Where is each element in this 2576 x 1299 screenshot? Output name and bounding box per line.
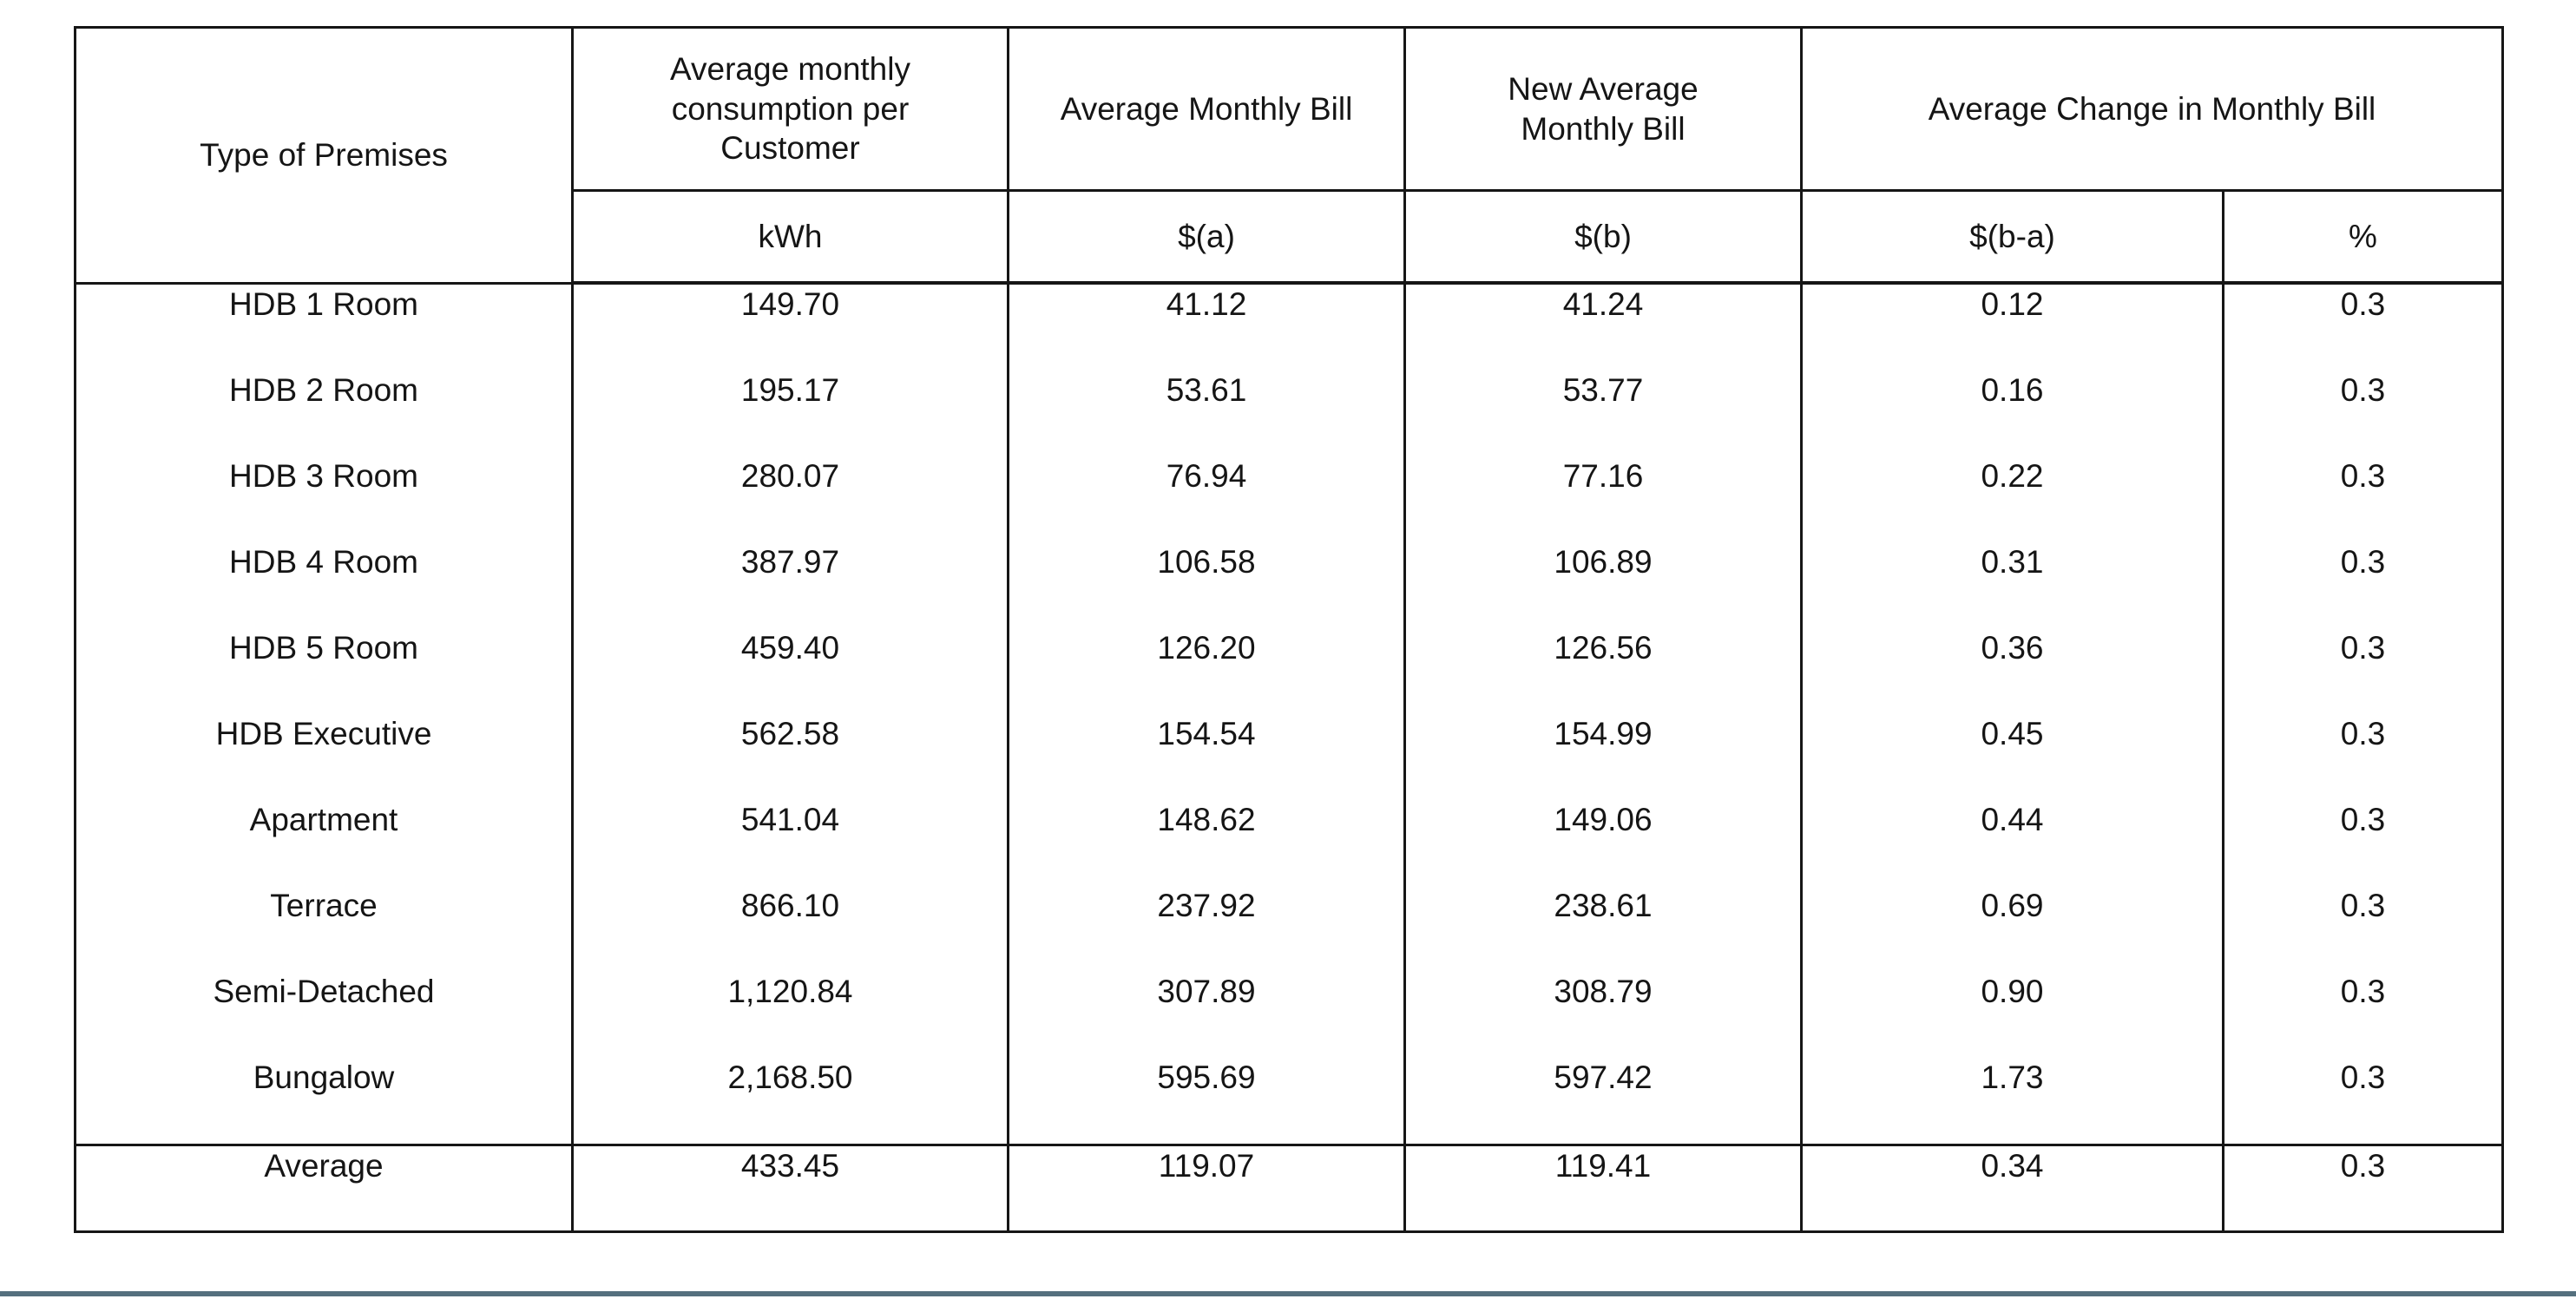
- cell-kwh: 1,120.84: [571, 972, 1009, 1058]
- cell-change-amount: 0.36: [1800, 628, 2224, 714]
- average-row: Average 433.45 119.07 119.41 0.34 0.3: [74, 1144, 2504, 1232]
- cell-bill-b: 308.79: [1403, 972, 1803, 1058]
- header-consumption-label: Average monthly consumption per Customer: [670, 50, 910, 167]
- unit-dollar-b: $(b): [1403, 190, 1803, 285]
- cell-change-amount: 0.16: [1800, 371, 2224, 456]
- cell-change-amount: 0.22: [1800, 456, 2224, 542]
- header-avg-monthly-bill-label: Average Monthly Bill: [1060, 90, 1353, 127]
- cell-change-amount: 0.69: [1800, 886, 2224, 972]
- cell-premises: HDB Executive: [74, 714, 574, 800]
- header-type-of-premises-label: Type of Premises: [200, 136, 448, 173]
- table-header-row-1: Type of Premises Average monthly consump…: [74, 27, 2504, 285]
- header-avg-monthly-bill: Average Monthly Bill: [1007, 27, 1406, 192]
- cell-premises: Semi-Detached: [74, 972, 574, 1058]
- cell-change-amount: 0.12: [1800, 283, 2224, 371]
- cell-kwh: 562.58: [571, 714, 1009, 800]
- cell-change-amount: 0.45: [1800, 714, 2224, 800]
- cell-kwh: 541.04: [571, 800, 1009, 886]
- cell-bill-a: 119.07: [1007, 1144, 1406, 1232]
- cell-bill-b: 149.06: [1403, 800, 1803, 886]
- cell-kwh: 280.07: [571, 456, 1009, 542]
- header-avg-change-label: Average Change in Monthly Bill: [1928, 90, 2376, 127]
- cell-bill-b: 119.41: [1403, 1144, 1803, 1232]
- cell-change-percent: 0.3: [2222, 714, 2504, 800]
- page-bottom-rule: [0, 1291, 2576, 1296]
- cell-premises: HDB 1 Room: [74, 283, 574, 371]
- table-row: Bungalow 2,168.50 595.69 597.42 1.73 0.3: [74, 1058, 2504, 1145]
- cell-bill-a: 53.61: [1007, 371, 1406, 456]
- cell-change-amount: 0.31: [1800, 542, 2224, 628]
- cell-bill-b: 53.77: [1403, 371, 1803, 456]
- table-row: HDB 2 Room 195.17 53.61 53.77 0.16 0.3: [74, 371, 2504, 456]
- cell-bill-a: 41.12: [1007, 283, 1406, 371]
- unit-percent: %: [2222, 190, 2504, 285]
- cell-bill-b: 597.42: [1403, 1058, 1803, 1145]
- table-header-row-2: kWh $(a) $(b) $(b-a) %: [76, 190, 2504, 285]
- header-new-avg-monthly-bill-label: New Average Monthly Bill: [1508, 70, 1699, 147]
- cell-bill-a: 154.54: [1007, 714, 1406, 800]
- cell-premises: HDB 5 Room: [74, 628, 574, 714]
- unit-dollar-b-minus-a: $(b-a): [1800, 190, 2224, 285]
- cell-premises: HDB 4 Room: [74, 542, 574, 628]
- cell-bill-a: 237.92: [1007, 886, 1406, 972]
- cell-kwh: 387.97: [571, 542, 1009, 628]
- cell-bill-b: 106.89: [1403, 542, 1803, 628]
- cell-change-percent: 0.3: [2222, 456, 2504, 542]
- cell-bill-a: 126.20: [1007, 628, 1406, 714]
- cell-bill-b: 77.16: [1403, 456, 1803, 542]
- cell-bill-b: 154.99: [1403, 714, 1803, 800]
- cell-change-amount: 1.73: [1800, 1058, 2224, 1145]
- cell-change-percent: 0.3: [2222, 800, 2504, 886]
- cell-change-percent: 0.3: [2222, 886, 2504, 972]
- cell-bill-a: 307.89: [1007, 972, 1406, 1058]
- tariff-table-container: Type of Premises Average monthly consump…: [74, 26, 2504, 1233]
- cell-premises: HDB 2 Room: [74, 371, 574, 456]
- cell-kwh: 433.45: [571, 1144, 1009, 1232]
- table-row: Apartment 541.04 148.62 149.06 0.44 0.3: [74, 800, 2504, 886]
- table-row: HDB 1 Room 149.70 41.12 41.24 0.12 0.3: [74, 283, 2504, 371]
- cell-kwh: 866.10: [571, 886, 1009, 972]
- cell-bill-a: 595.69: [1007, 1058, 1406, 1145]
- header-consumption: Average monthly consumption per Customer: [571, 27, 1009, 192]
- cell-premises: Terrace: [74, 886, 574, 972]
- cell-premises: Bungalow: [74, 1058, 574, 1145]
- cell-change-amount: 0.44: [1800, 800, 2224, 886]
- unit-kwh: kWh: [571, 190, 1009, 285]
- cell-kwh: 195.17: [571, 371, 1009, 456]
- cell-bill-b: 126.56: [1403, 628, 1803, 714]
- cell-bill-b: 41.24: [1403, 283, 1803, 371]
- header-type-of-premises: Type of Premises: [74, 27, 574, 285]
- cell-premises: Apartment: [74, 800, 574, 886]
- cell-change-percent: 0.3: [2222, 283, 2504, 371]
- cell-change-percent: 0.3: [2222, 542, 2504, 628]
- cell-premises: Average: [74, 1144, 574, 1232]
- table-row: HDB 5 Room 459.40 126.20 126.56 0.36 0.3: [74, 628, 2504, 714]
- cell-premises: HDB 3 Room: [74, 456, 574, 542]
- table-row: HDB 3 Room 280.07 76.94 77.16 0.22 0.3: [74, 456, 2504, 542]
- cell-change-percent: 0.3: [2222, 1058, 2504, 1145]
- cell-bill-a: 148.62: [1007, 800, 1406, 886]
- cell-bill-a: 106.58: [1007, 542, 1406, 628]
- unit-dollar-a: $(a): [1007, 190, 1406, 285]
- cell-bill-a: 76.94: [1007, 456, 1406, 542]
- table-row: Semi-Detached 1,120.84 307.89 308.79 0.9…: [74, 972, 2504, 1058]
- cell-kwh: 459.40: [571, 628, 1009, 714]
- table-row: HDB Executive 562.58 154.54 154.99 0.45 …: [74, 714, 2504, 800]
- table-row: Terrace 866.10 237.92 238.61 0.69 0.3: [74, 886, 2504, 972]
- cell-change-percent: 0.3: [2222, 628, 2504, 714]
- cell-change-amount: 0.34: [1800, 1144, 2224, 1232]
- tariff-impact-table: Type of Premises Average monthly consump…: [74, 26, 2504, 1233]
- header-new-avg-monthly-bill: New Average Monthly Bill: [1403, 27, 1803, 192]
- cell-bill-b: 238.61: [1403, 886, 1803, 972]
- cell-change-amount: 0.90: [1800, 972, 2224, 1058]
- cell-kwh: 149.70: [571, 283, 1009, 371]
- cell-kwh: 2,168.50: [571, 1058, 1009, 1145]
- cell-change-percent: 0.3: [2222, 1144, 2504, 1232]
- cell-change-percent: 0.3: [2222, 972, 2504, 1058]
- header-avg-change: Average Change in Monthly Bill: [1800, 27, 2504, 192]
- table-row: HDB 4 Room 387.97 106.58 106.89 0.31 0.3: [74, 542, 2504, 628]
- cell-change-percent: 0.3: [2222, 371, 2504, 456]
